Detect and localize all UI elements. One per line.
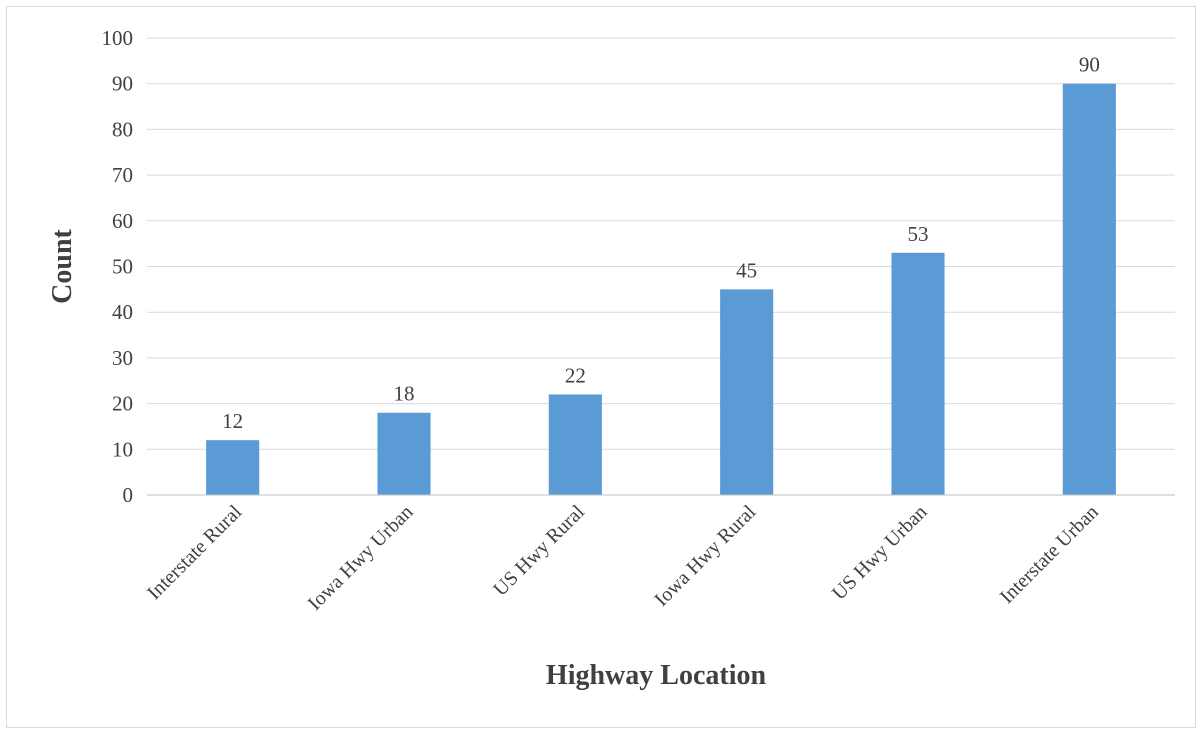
y-axis-ticks: 0 10 20 30 40 50 60 70 80 90 100 (102, 26, 134, 507)
x-category-label: US Hwy Urban (828, 501, 932, 605)
data-label: 53 (908, 222, 929, 246)
y-tick-label: 60 (112, 209, 133, 233)
data-label: 22 (565, 363, 586, 387)
x-category-label: Iowa Hwy Urban (304, 501, 418, 615)
gridlines (147, 37, 1175, 450)
x-category-label: US Hwy Rural (489, 501, 589, 601)
y-axis-title: Count (47, 228, 78, 303)
y-tick-label: 100 (102, 26, 134, 50)
bar (377, 412, 431, 495)
data-label: 45 (736, 258, 757, 282)
y-tick-label: 80 (112, 117, 133, 141)
bar (1062, 83, 1116, 495)
x-axis-categories: Interstate Rural Iowa Hwy Urban US Hwy Rur… (143, 501, 1103, 615)
y-tick-label: 30 (112, 346, 133, 370)
data-labels: 12 18 22 45 53 90 (222, 53, 1100, 433)
bar (548, 394, 602, 495)
y-tick-label: 90 (112, 72, 133, 96)
chart-frame: 0 10 20 30 40 50 60 70 80 90 100 12 18 22 45 53 90 Inte… (6, 6, 1196, 728)
x-category-label: Iowa Hwy Rural (650, 501, 760, 611)
y-tick-label: 20 (112, 392, 133, 416)
y-tick-label: 10 (112, 437, 133, 461)
bars (206, 83, 1116, 495)
data-label: 90 (1079, 53, 1100, 77)
data-label: 12 (222, 409, 243, 433)
bar (720, 289, 774, 495)
x-category-label: Interstate Urban (996, 501, 1103, 608)
bar-chart: 0 10 20 30 40 50 60 70 80 90 100 12 18 22 45 53 90 Inte… (47, 26, 1175, 691)
y-tick-label: 0 (123, 483, 134, 507)
data-label: 18 (394, 382, 415, 406)
y-tick-label: 40 (112, 300, 133, 324)
y-tick-label: 70 (112, 163, 133, 187)
y-tick-label: 50 (112, 255, 133, 279)
bar (206, 440, 260, 495)
x-axis-title: Highway Location (546, 660, 767, 691)
x-category-label: Interstate Rural (143, 501, 246, 604)
bar (891, 252, 945, 495)
